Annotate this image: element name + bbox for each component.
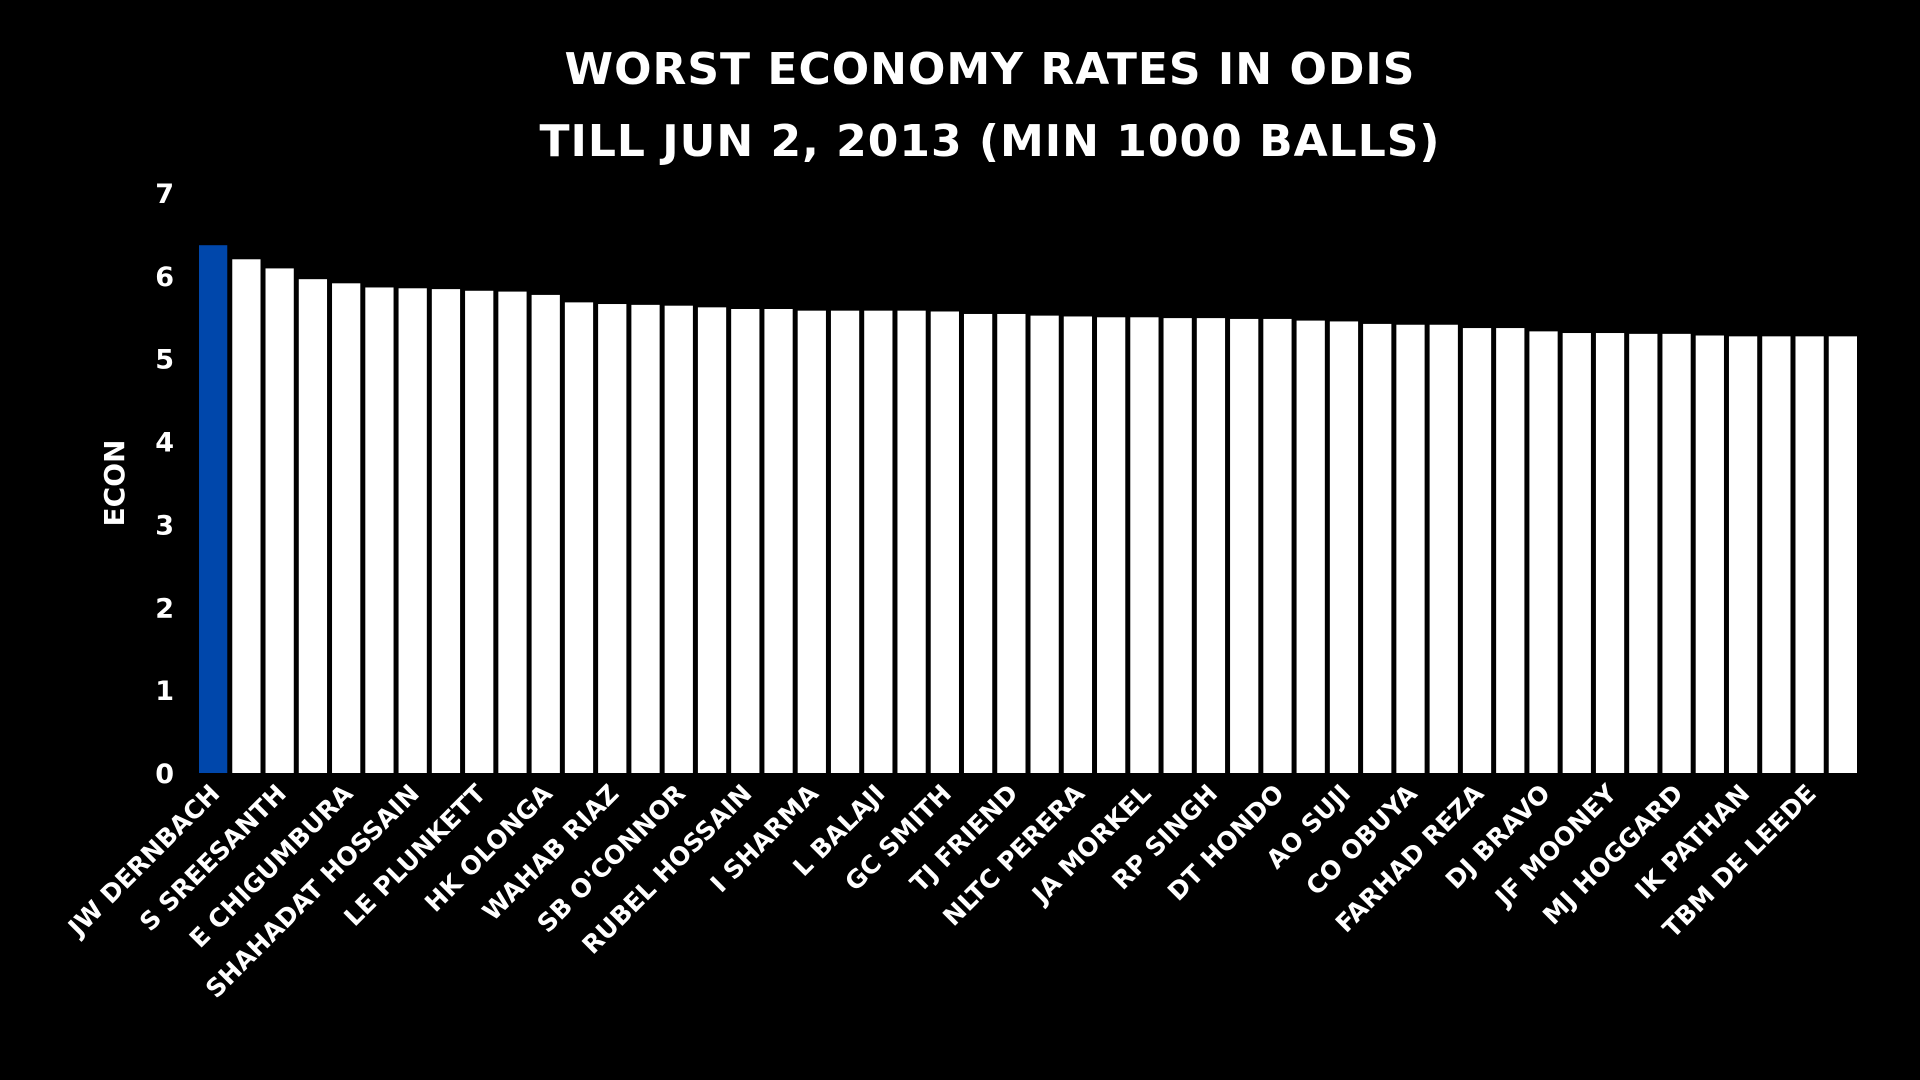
bar xyxy=(1030,315,1059,773)
bar xyxy=(697,307,727,773)
bar xyxy=(1263,318,1292,773)
bar xyxy=(731,309,760,773)
y-tick-label: 1 xyxy=(155,676,174,707)
bar xyxy=(1097,317,1126,773)
bar xyxy=(1196,318,1226,773)
bars-group xyxy=(199,245,1857,773)
bar xyxy=(1429,324,1458,773)
bar xyxy=(1396,324,1425,773)
bar xyxy=(1595,333,1625,773)
chart-subtitle: TILL JUN 2, 2013 (MIN 1000 BALLS) xyxy=(539,116,1440,167)
bar xyxy=(498,291,527,773)
bar xyxy=(1462,328,1492,773)
bar xyxy=(431,289,461,773)
bar xyxy=(1695,335,1724,773)
bar xyxy=(631,304,660,773)
bar xyxy=(1762,336,1791,773)
bar xyxy=(864,310,893,773)
bar xyxy=(997,313,1026,773)
y-tick-label: 7 xyxy=(155,179,174,210)
bar xyxy=(1163,318,1192,773)
bar xyxy=(531,294,560,773)
bar xyxy=(664,305,693,773)
y-tick-label: 4 xyxy=(155,428,174,459)
bar xyxy=(797,310,826,773)
bar xyxy=(1795,336,1824,773)
chart-title: WORST ECONOMY RATES IN ODIS xyxy=(565,44,1416,95)
bar xyxy=(365,287,394,773)
bar xyxy=(1363,323,1392,773)
bar xyxy=(1296,320,1325,773)
bar xyxy=(1329,321,1359,773)
bar xyxy=(564,302,594,773)
bar xyxy=(764,309,793,773)
y-axis-title: ECON xyxy=(98,440,131,527)
bar xyxy=(1496,328,1525,773)
bar xyxy=(1562,333,1591,773)
y-axis-ticks: 0 1 2 3 4 5 6 7 xyxy=(155,179,174,790)
bar xyxy=(465,290,494,773)
bar xyxy=(232,259,261,773)
bar xyxy=(298,279,328,773)
y-tick-label: 2 xyxy=(155,593,174,624)
y-tick-label: 3 xyxy=(155,510,174,541)
bar xyxy=(332,283,361,773)
bar xyxy=(897,310,926,773)
bar xyxy=(1063,316,1093,773)
bar xyxy=(830,310,860,773)
y-tick-label: 5 xyxy=(155,345,174,376)
bar xyxy=(1230,318,1259,773)
bar xyxy=(1662,333,1691,773)
bar xyxy=(930,311,959,773)
bar xyxy=(398,288,427,773)
y-tick-label: 6 xyxy=(155,262,174,293)
bar xyxy=(1130,317,1159,773)
bar xyxy=(1529,331,1558,773)
y-tick-label: 0 xyxy=(155,759,174,790)
bar xyxy=(598,304,627,773)
bar xyxy=(1728,336,1758,773)
bar xyxy=(1629,333,1658,773)
bar xyxy=(1828,336,1857,773)
bar xyxy=(963,313,993,773)
bar xyxy=(265,268,294,773)
bar-highlighted xyxy=(199,245,228,773)
